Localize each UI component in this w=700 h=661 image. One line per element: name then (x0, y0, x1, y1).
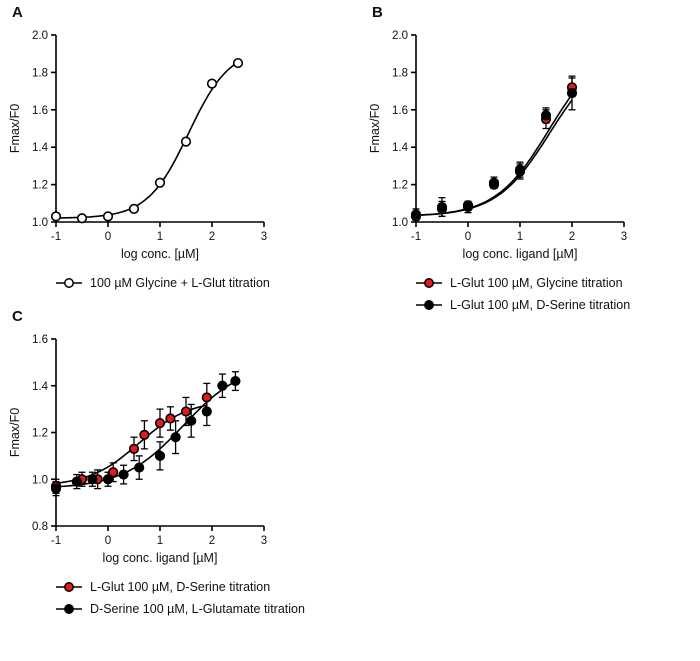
svg-text:0: 0 (105, 231, 111, 243)
svg-text:-1: -1 (51, 231, 61, 243)
svg-text:1.4: 1.4 (392, 142, 409, 154)
svg-text:log conc. [µM]: log conc. [µM] (121, 247, 199, 261)
dose-response-chart-b: -1 0 1 2 3 1.0 1.2 1.4 1.6 1.8 2.0 log conc. ligand… (368, 30, 627, 261)
dose-response-chart-c: -1 0 1 2 3 0.8 1.0 1.2 1.4 1.6 log conc. ligand [µ… (8, 334, 267, 565)
svg-text:1.0: 1.0 (32, 474, 48, 486)
red-circle-marker-icon (416, 277, 442, 289)
svg-text:1.8: 1.8 (32, 67, 48, 79)
legend-a: 100 µM Glycine + L-Glut titration (6, 276, 342, 290)
svg-text:1.6: 1.6 (32, 334, 48, 346)
panel-label-a: A (12, 4, 23, 21)
legend-label: L-Glut 100 µM, Glycine titration (450, 276, 623, 290)
svg-text:3: 3 (621, 231, 627, 243)
svg-text:Fmax/F0: Fmax/F0 (8, 104, 22, 153)
svg-text:1.2: 1.2 (392, 180, 408, 192)
black-circle-marker-icon (56, 603, 82, 615)
panel-a: A -1 0 1 2 3 1.0 1.2 1.4 1.6 1.8 2.0 log conc. [µM]… (6, 4, 342, 290)
svg-text:1.2: 1.2 (32, 180, 48, 192)
svg-text:1.4: 1.4 (32, 381, 49, 393)
svg-text:Fmax/F0: Fmax/F0 (8, 408, 22, 457)
svg-text:2.0: 2.0 (32, 30, 48, 42)
svg-text:2.0: 2.0 (392, 30, 408, 42)
svg-text:log conc. ligand [µM]: log conc. ligand [µM] (463, 247, 578, 261)
svg-text:1.0: 1.0 (32, 217, 48, 229)
svg-text:0: 0 (105, 535, 111, 547)
svg-text:1.0: 1.0 (392, 217, 408, 229)
legend-c: L-Glut 100 µM, D-Serine titration D-Seri… (6, 580, 342, 616)
legend-label: D-Serine 100 µM, L-Glutamate titration (90, 602, 305, 616)
svg-text:1.4: 1.4 (32, 142, 49, 154)
legend-label: L-Glut 100 µM, D-Serine titration (90, 580, 271, 594)
svg-text:-1: -1 (411, 231, 421, 243)
svg-text:1.2: 1.2 (32, 428, 48, 440)
panel-b: B -1 0 1 2 3 1.0 1.2 1.4 1.6 1.8 2.0 log conc. liga… (366, 4, 696, 312)
svg-text:1: 1 (157, 231, 163, 243)
svg-text:0.8: 0.8 (32, 521, 48, 533)
panel-label-b: B (372, 4, 383, 21)
svg-text:2: 2 (209, 535, 215, 547)
legend-label: L-Glut 100 µM, D-Serine titration (450, 298, 631, 312)
legend-b: L-Glut 100 µM, Glycine titration L-Glut … (366, 276, 696, 312)
open-circle-marker-icon (56, 277, 82, 289)
svg-text:Fmax/F0: Fmax/F0 (368, 104, 382, 153)
svg-text:1.6: 1.6 (32, 105, 48, 117)
panel-label-c: C (12, 308, 23, 325)
legend-item: D-Serine 100 µM, L-Glutamate titration (56, 602, 342, 616)
svg-text:3: 3 (261, 535, 267, 547)
svg-text:log conc. ligand [µM]: log conc. ligand [µM] (103, 551, 218, 565)
legend-item: 100 µM Glycine + L-Glut titration (56, 276, 342, 290)
svg-text:1: 1 (517, 231, 523, 243)
legend-label: 100 µM Glycine + L-Glut titration (90, 276, 270, 290)
svg-text:1.6: 1.6 (392, 105, 408, 117)
svg-text:2: 2 (569, 231, 575, 243)
panel-c: C -1 0 1 2 3 0.8 1.0 1.2 1.4 1.6 log conc. ligand … (6, 308, 342, 616)
svg-text:1: 1 (157, 535, 163, 547)
svg-text:0: 0 (465, 231, 471, 243)
black-circle-marker-icon (416, 299, 442, 311)
legend-item: L-Glut 100 µM, D-Serine titration (416, 298, 696, 312)
red-circle-marker-icon (56, 581, 82, 593)
legend-item: L-Glut 100 µM, D-Serine titration (56, 580, 342, 594)
svg-text:1.8: 1.8 (392, 67, 408, 79)
legend-item: L-Glut 100 µM, Glycine titration (416, 276, 696, 290)
svg-text:-1: -1 (51, 535, 61, 547)
svg-text:3: 3 (261, 231, 267, 243)
svg-text:2: 2 (209, 231, 215, 243)
dose-response-chart-a: -1 0 1 2 3 1.0 1.2 1.4 1.6 1.8 2.0 log conc. [µM] Fm… (8, 30, 267, 261)
